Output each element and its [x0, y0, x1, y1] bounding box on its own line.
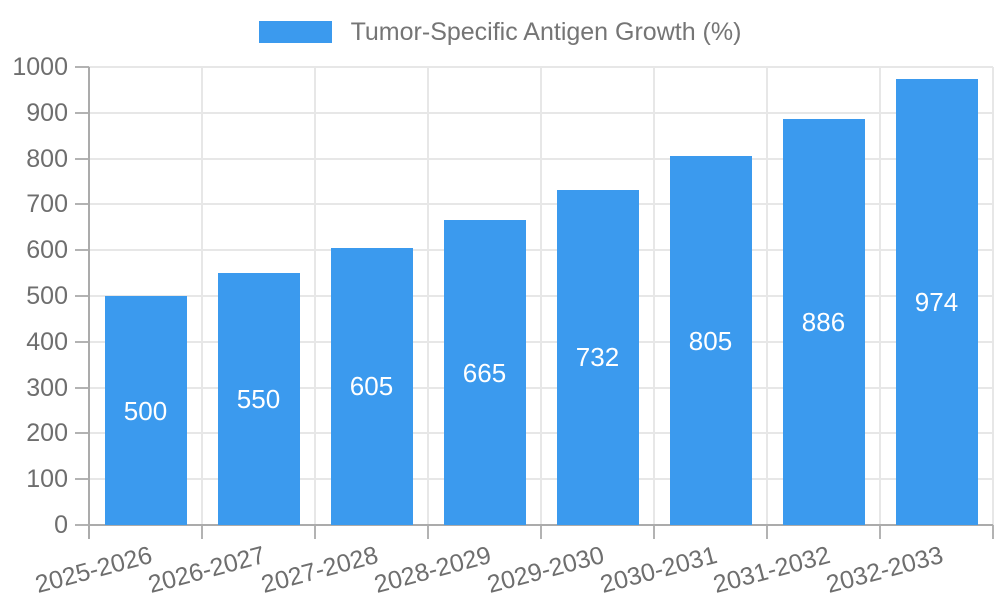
x-axis-tick [992, 525, 994, 539]
x-gridline [766, 67, 768, 525]
x-axis-line [89, 524, 993, 526]
bar: 550 [217, 273, 300, 525]
y-axis-label: 0 [54, 511, 68, 539]
bar: 605 [330, 247, 413, 525]
x-axis-label: 2030-2031 [597, 540, 721, 599]
bar-value-label: 886 [801, 307, 846, 338]
y-axis-tick [75, 111, 89, 114]
legend-label: Tumor-Specific Antigen Growth (%) [350, 17, 742, 46]
y-axis-tick [75, 157, 89, 160]
x-axis-label: 2027-2028 [258, 540, 382, 599]
bar: 974 [895, 78, 978, 525]
x-axis-tick [427, 525, 429, 539]
x-axis-tick [766, 525, 768, 539]
legend-swatch [258, 21, 332, 43]
chart-legend: Tumor-Specific Antigen Growth (%) [0, 14, 1000, 50]
bar: 805 [669, 156, 752, 525]
x-axis-label: 2031-2032 [710, 540, 834, 599]
y-axis-tick [75, 386, 89, 389]
y-axis-tick [75, 478, 89, 481]
x-gridline [540, 67, 542, 525]
y-axis-label: 1000 [12, 53, 68, 81]
bar-value-label: 665 [462, 357, 507, 388]
x-axis-tick [201, 525, 203, 539]
x-gridline [653, 67, 655, 525]
bar: 500 [104, 296, 187, 525]
bar: 732 [556, 189, 639, 525]
x-gridline [992, 67, 994, 525]
y-axis-label: 800 [26, 144, 68, 173]
y-axis-tick [75, 340, 89, 343]
x-axis-tick [653, 525, 655, 539]
y-axis-label: 100 [26, 465, 68, 494]
bar: 665 [443, 220, 526, 525]
y-axis-tick [75, 66, 89, 68]
y-axis-label: 300 [26, 373, 68, 402]
y-axis-label: 900 [26, 98, 68, 127]
y-axis-line [88, 67, 90, 539]
x-axis-tick [540, 525, 542, 539]
x-gridline [879, 67, 881, 525]
bar-value-label: 550 [236, 384, 281, 415]
x-axis-tick [879, 525, 881, 539]
x-axis-tick [314, 525, 316, 539]
bar-value-label: 974 [914, 286, 959, 317]
y-axis-tick [75, 249, 89, 252]
bar-value-label: 605 [349, 371, 394, 402]
x-gridline [201, 67, 203, 525]
bar-value-label: 500 [123, 395, 168, 426]
y-axis-label: 400 [26, 327, 68, 356]
y-axis-label: 700 [26, 190, 68, 219]
x-axis-label: 2025-2026 [32, 540, 156, 599]
y-axis-tick [75, 203, 89, 206]
x-axis-label: 2029-2030 [484, 540, 608, 599]
plot-area: 500 550 605 665 732 805 886 974 [75, 66, 994, 539]
y-axis-tick [75, 295, 89, 297]
y-axis-tick [75, 524, 89, 526]
x-axis-label: 2028-2029 [371, 540, 495, 599]
y-axis-label: 600 [26, 236, 68, 265]
bar: 886 [782, 119, 865, 525]
bar-value-label: 805 [688, 325, 733, 356]
x-gridline [314, 67, 316, 525]
x-gridline [427, 67, 429, 525]
y-axis-label: 500 [26, 282, 68, 310]
y-axis-label: 200 [26, 419, 68, 448]
y-axis-tick [75, 432, 89, 435]
x-axis-label: 2032-2033 [823, 540, 947, 599]
x-axis-label: 2026-2027 [145, 540, 269, 599]
bar-value-label: 732 [575, 342, 620, 373]
